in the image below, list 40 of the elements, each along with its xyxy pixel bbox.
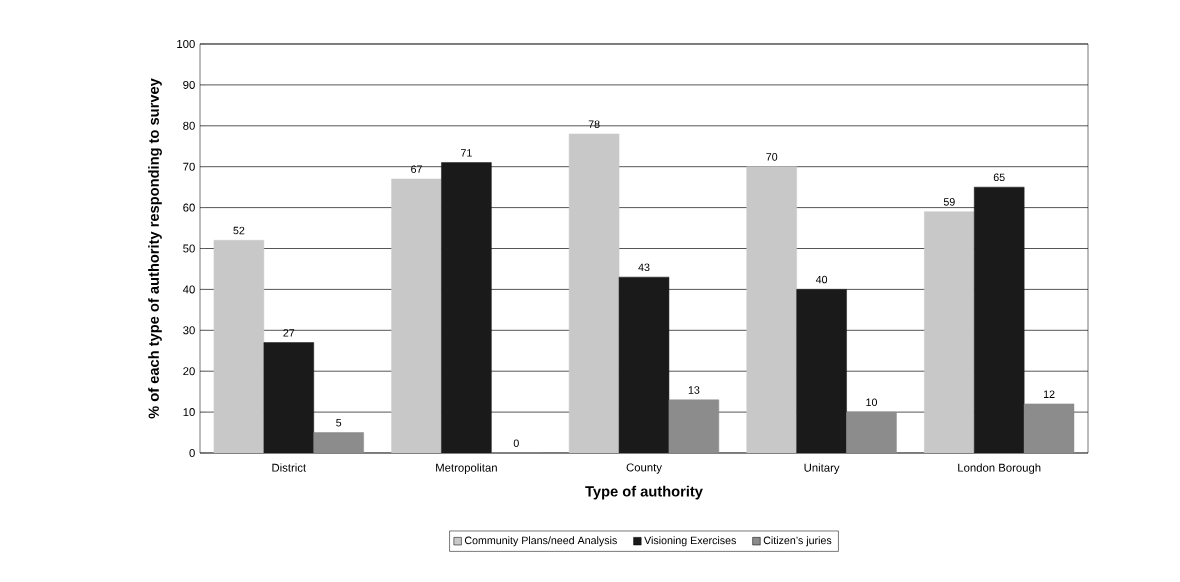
data-label: 78	[588, 120, 600, 128]
y-tick-label: 0	[189, 449, 195, 458]
x-tick-label: District	[272, 463, 307, 472]
data-label: 70	[766, 153, 778, 161]
y-tick-label: 50	[183, 244, 195, 253]
data-label: 43	[638, 263, 650, 272]
x-tick-label: County	[626, 463, 662, 474]
y-axis-title: % of each type of authority responding to survey	[148, 78, 162, 419]
data-label: 52	[233, 226, 245, 235]
y-tick-label: 100	[177, 39, 195, 48]
x-axis-title: Type of authority	[585, 485, 703, 500]
data-label: 40	[815, 275, 828, 284]
y-tick-label: 90	[183, 80, 195, 89]
data-label: 67	[411, 165, 422, 173]
bar	[668, 399, 720, 453]
x-tick-label: London Borough	[958, 463, 1041, 474]
data-label: 27	[283, 329, 295, 337]
y-tick-label: 60	[183, 203, 195, 212]
x-tick-label: Metropolitan	[436, 463, 497, 474]
y-tick-label: 20	[183, 367, 195, 376]
legend-label: Citizen’s juries	[763, 536, 832, 547]
data-label: 65	[993, 173, 1005, 182]
y-tick-label: 80	[183, 121, 195, 130]
bar	[846, 411, 897, 453]
data-label: 71	[461, 149, 472, 157]
bar	[313, 432, 364, 453]
data-label: 0	[513, 439, 519, 447]
data-label: 13	[688, 386, 700, 394]
data-label: 12	[1043, 390, 1055, 398]
data-label: 59	[943, 198, 955, 206]
y-tick-label: 10	[183, 408, 195, 417]
data-label: 10	[866, 398, 878, 407]
x-tick-label: Unitary	[804, 463, 840, 474]
data-label: 5	[336, 419, 342, 427]
bar	[1023, 403, 1075, 453]
y-tick-label: 30	[183, 326, 195, 335]
legend-label: Community Plans/need Analysis	[464, 536, 617, 547]
legend-label: Visioning Exercises	[644, 536, 736, 547]
y-tick-label: 70	[183, 162, 195, 171]
y-tick-label: 40	[182, 285, 195, 294]
